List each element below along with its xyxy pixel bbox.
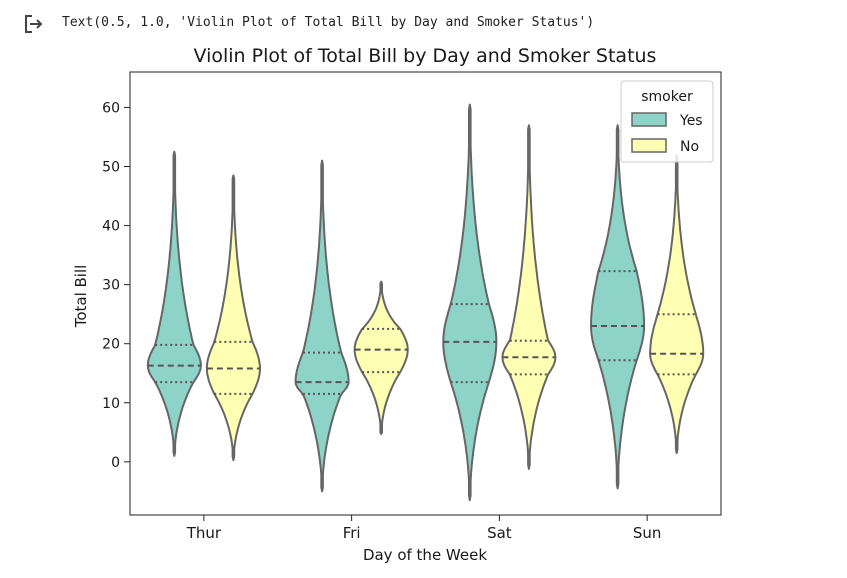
x-tick-label-fri: Fri xyxy=(343,524,361,542)
y-tick-label-30: 30 xyxy=(102,278,120,294)
x-axis: Thur Fri Sat Sun xyxy=(186,515,662,542)
violin-no-fri xyxy=(353,280,409,436)
x-tick-label-sat: Sat xyxy=(487,524,512,542)
legend: smoker Yes No xyxy=(620,80,714,163)
cell-output-line: Text(0.5, 1.0, 'Violin Plot of Total Bil… xyxy=(0,0,847,40)
violin-no-sat xyxy=(501,124,557,470)
violin-yes-fri xyxy=(294,159,350,493)
y-tick-label-0: 0 xyxy=(111,455,120,471)
violin-no-thur xyxy=(205,174,261,462)
violin-yes-thur xyxy=(146,150,202,457)
violin-yes-sat xyxy=(442,103,498,502)
y-tick-label-60: 60 xyxy=(102,100,120,116)
y-tick-label-10: 10 xyxy=(102,396,120,412)
output-arrow-icon xyxy=(25,15,43,33)
y-tick-label-50: 50 xyxy=(102,160,120,176)
plot-frame xyxy=(129,71,722,516)
output-repr-text: Text(0.5, 1.0, 'Violin Plot of Total Bil… xyxy=(62,15,595,30)
y-axis: 0 10 20 30 40 50 60 xyxy=(102,100,130,471)
y-tick-label-20: 20 xyxy=(102,337,120,353)
legend-label-no: No xyxy=(680,139,699,155)
y-axis-label: Total Bill xyxy=(72,265,90,329)
x-tick-label-thur: Thur xyxy=(186,524,222,542)
x-axis-label: Day of the Week xyxy=(363,546,487,564)
legend-swatch-yes xyxy=(631,112,667,127)
violins-layer xyxy=(146,103,705,502)
x-tick-label-sun: Sun xyxy=(633,524,662,542)
violin-yes-sun xyxy=(590,124,646,490)
legend-swatch-no xyxy=(631,138,667,153)
y-tick-label-40: 40 xyxy=(102,219,120,235)
legend-title: smoker xyxy=(641,89,693,105)
violin-no-sun xyxy=(649,153,705,454)
chart-title: Violin Plot of Total Bill by Day and Smo… xyxy=(194,45,657,67)
legend-label-yes: Yes xyxy=(679,113,703,129)
